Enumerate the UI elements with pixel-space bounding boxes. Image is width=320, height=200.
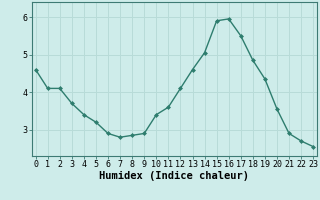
X-axis label: Humidex (Indice chaleur): Humidex (Indice chaleur) xyxy=(100,171,249,181)
